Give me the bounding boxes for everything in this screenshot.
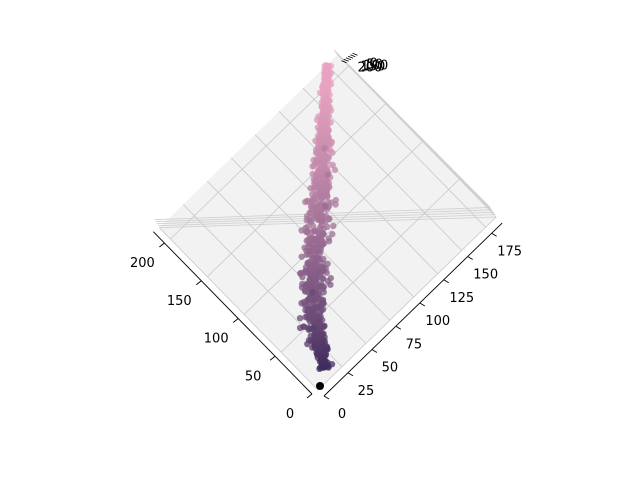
tail-point-2	[322, 203, 329, 210]
z-tick-0	[341, 60, 347, 64]
y-tick-6	[467, 256, 473, 260]
grid-line-y-4	[254, 134, 415, 298]
data-point-431	[329, 230, 336, 238]
y-tick-label-0: 0	[338, 407, 346, 422]
grid-line-x-3	[207, 103, 386, 278]
data-point-351	[324, 260, 331, 267]
data-point-166	[300, 323, 308, 330]
tick-labels: 0501001502000255075100125150175200150100…	[130, 57, 522, 422]
data-point-191	[296, 315, 304, 322]
data-point-287	[317, 280, 325, 287]
z-tick-label-1: 150	[361, 60, 386, 75]
y-tick-1	[347, 372, 354, 377]
y-tick-label-3: 75	[406, 337, 423, 352]
x-tick-label-2: 100	[204, 332, 229, 347]
data-point-474	[322, 212, 330, 220]
data-point-294	[299, 280, 306, 288]
side-wall-edge-4	[333, 49, 491, 208]
data-point-299	[327, 274, 334, 282]
y-tick-label-4: 100	[425, 314, 450, 329]
outlier-point	[316, 382, 324, 390]
data-point-522	[304, 197, 311, 204]
tail-point-3	[324, 171, 331, 178]
data-point-449	[324, 223, 331, 230]
axis-lines	[153, 222, 503, 397]
data-point-605	[309, 170, 316, 178]
z-tick-label-2: 100	[364, 59, 389, 74]
tick-marks	[159, 52, 497, 400]
grid-line-x-0	[317, 216, 497, 391]
y-tick-label-6: 150	[473, 268, 498, 283]
x-tick-1	[269, 355, 276, 361]
z-tick-label-0: 200	[358, 61, 383, 76]
z-tick-4	[350, 54, 356, 58]
y-tick-0	[323, 395, 330, 400]
data-point-374	[298, 253, 305, 260]
data-point-899	[322, 62, 329, 69]
y-tick-3	[395, 325, 402, 330]
x-tick-0	[306, 393, 313, 399]
y-tick-label-5: 125	[449, 291, 474, 306]
data-point-219	[312, 303, 319, 310]
data-point-516	[332, 196, 339, 204]
z-tick-label-3: 50	[367, 58, 384, 73]
x-tick-2	[232, 318, 239, 323]
data-points	[296, 62, 339, 390]
tail-point-0	[310, 324, 317, 332]
z-tick-1	[343, 58, 349, 62]
data-point-630	[329, 161, 336, 169]
y-tick-2	[371, 349, 378, 353]
z-tick-2	[345, 57, 352, 61]
grid-line-y-0	[159, 227, 319, 391]
y-tick-5	[443, 279, 449, 284]
data-point-417	[325, 235, 332, 242]
x-axis-line	[153, 231, 313, 395]
x-tick-label-1: 50	[245, 369, 262, 384]
y-tick-4	[419, 302, 426, 307]
y-tick-7	[491, 232, 497, 237]
z-tick-3	[347, 55, 354, 59]
z-tick-label-4: 0	[370, 57, 378, 72]
x-tick-label-4: 200	[130, 256, 155, 271]
grid-line-y-5	[278, 111, 439, 275]
x-tick-4	[159, 242, 165, 248]
x-tick-3	[196, 280, 202, 286]
data-point-613	[331, 166, 339, 173]
tail-point-4	[321, 145, 328, 152]
y-axis-line	[323, 222, 503, 397]
data-point-430	[306, 234, 313, 241]
data-point-453	[304, 223, 311, 231]
data-point-450	[330, 222, 337, 230]
grid-line-y-7	[326, 64, 486, 228]
y-tick-label-2: 50	[382, 361, 399, 376]
tail-point-1	[309, 289, 316, 296]
grid-line-y-2	[206, 180, 367, 344]
y-tick-label-7: 175	[497, 244, 522, 259]
z-tick-5	[352, 52, 358, 56]
x-tick-label-0: 0	[286, 407, 294, 422]
y-tick-label-1: 25	[358, 384, 375, 399]
x-tick-label-3: 150	[167, 294, 192, 309]
